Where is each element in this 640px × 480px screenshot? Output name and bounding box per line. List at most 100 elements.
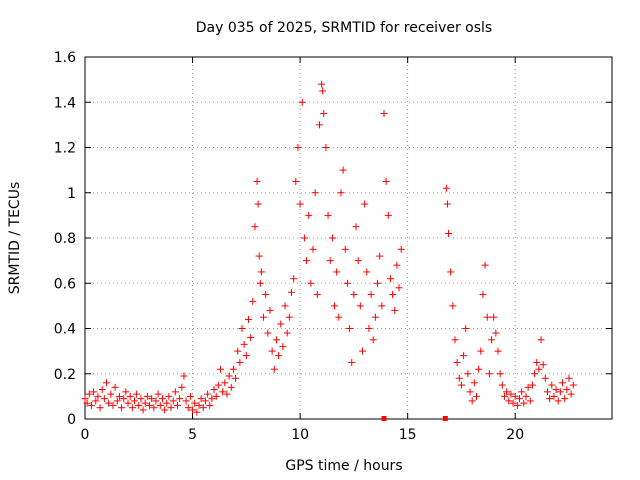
data-point xyxy=(350,291,358,299)
data-point xyxy=(103,379,111,387)
data-point xyxy=(556,388,564,396)
data-point xyxy=(363,268,371,276)
data-point xyxy=(550,392,558,400)
data-point xyxy=(559,379,567,387)
data-point xyxy=(500,392,508,400)
data-point xyxy=(268,347,276,355)
data-point xyxy=(496,370,504,378)
data-point xyxy=(143,392,151,400)
data-point xyxy=(464,370,472,378)
data-point xyxy=(191,399,199,407)
data-point xyxy=(569,381,577,389)
data-point xyxy=(451,336,459,344)
data-point xyxy=(283,329,291,337)
data-point xyxy=(113,397,121,405)
data-point xyxy=(503,388,511,396)
data-point xyxy=(457,381,465,389)
y-tick-label: 1.2 xyxy=(54,141,76,157)
data-point xyxy=(165,392,173,400)
data-point xyxy=(94,392,102,400)
data-point xyxy=(229,365,237,373)
zero-value-marker xyxy=(442,416,448,421)
data-point xyxy=(505,397,513,405)
data-point xyxy=(158,395,166,403)
data-point xyxy=(266,306,274,314)
data-point xyxy=(305,211,313,219)
data-point xyxy=(176,395,184,403)
data-point xyxy=(193,408,201,416)
data-point xyxy=(374,279,382,287)
data-point xyxy=(85,390,93,398)
data-point xyxy=(386,275,394,283)
data-point xyxy=(161,406,169,414)
data-point xyxy=(214,381,222,389)
data-point xyxy=(447,268,455,276)
x-tick-label: 0 xyxy=(81,427,90,443)
data-point xyxy=(382,177,390,185)
data-point xyxy=(335,313,343,321)
data-point xyxy=(479,291,487,299)
data-point xyxy=(475,365,483,373)
data-point xyxy=(184,404,192,412)
data-point xyxy=(257,268,265,276)
data-point xyxy=(238,325,246,332)
data-point xyxy=(339,166,347,174)
data-point xyxy=(146,401,154,409)
data-point xyxy=(522,392,530,400)
data-point xyxy=(189,406,197,414)
data-point xyxy=(546,395,554,403)
data-point xyxy=(453,358,461,366)
data-point xyxy=(251,223,259,231)
data-point xyxy=(371,313,379,321)
data-point xyxy=(210,386,218,394)
data-point xyxy=(152,397,160,405)
data-point xyxy=(128,404,136,412)
data-point xyxy=(294,144,302,151)
data-point xyxy=(455,374,463,382)
data-point xyxy=(494,347,502,355)
data-point xyxy=(120,395,128,403)
data-point xyxy=(115,392,123,400)
data-point xyxy=(217,365,225,373)
data-point xyxy=(130,397,138,405)
data-point xyxy=(397,245,405,253)
data-point xyxy=(528,381,536,389)
grid-lines xyxy=(85,57,612,419)
data-point xyxy=(249,297,257,305)
data-point xyxy=(234,347,242,355)
data-point xyxy=(358,347,366,355)
data-point xyxy=(513,401,521,409)
y-tick-label: 0.8 xyxy=(54,231,76,247)
data-point xyxy=(83,399,91,407)
data-point xyxy=(526,397,534,405)
data-point xyxy=(567,390,575,398)
data-point xyxy=(311,189,319,197)
data-point xyxy=(264,329,272,337)
data-point xyxy=(481,261,489,269)
y-axis-label: SRMTID / TECUs xyxy=(7,182,23,295)
data-point xyxy=(260,313,268,321)
data-point xyxy=(442,184,450,192)
data-point xyxy=(354,257,362,265)
data-point xyxy=(227,383,235,391)
data-point xyxy=(322,144,330,151)
data-point xyxy=(524,383,532,391)
data-point xyxy=(208,395,216,403)
data-point xyxy=(369,336,377,344)
data-point xyxy=(389,291,397,299)
data-point xyxy=(367,291,375,299)
x-axis-label: GPS time / hours xyxy=(285,458,402,474)
data-point xyxy=(315,121,323,129)
data-point xyxy=(124,399,132,407)
data-point xyxy=(167,404,175,412)
data-point xyxy=(232,374,240,382)
data-point xyxy=(195,401,203,409)
data-point xyxy=(449,302,457,310)
data-point xyxy=(537,336,545,344)
data-point xyxy=(219,388,227,396)
y-tick-label: 0 xyxy=(67,412,76,428)
y-tick-label: 0.6 xyxy=(54,276,76,292)
data-point xyxy=(171,388,179,396)
y-tick-label: 0.2 xyxy=(54,367,76,383)
data-point xyxy=(320,110,328,118)
